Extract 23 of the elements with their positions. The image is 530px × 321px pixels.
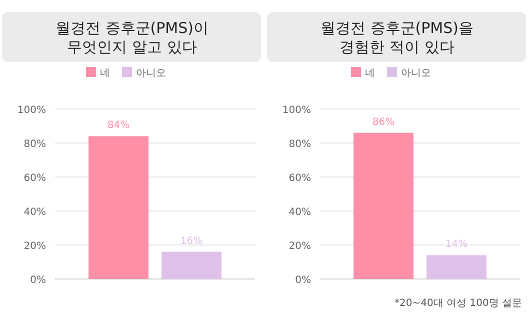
y-tick-label: 60% xyxy=(288,173,311,184)
y-tick-label: 20% xyxy=(288,241,311,252)
y-tick-label: 60% xyxy=(24,173,46,184)
data-label: 84% xyxy=(107,120,130,132)
y-tick-label: 80% xyxy=(288,139,311,150)
y-tick-label: 40% xyxy=(288,207,311,218)
y-tick-label: 40% xyxy=(24,207,46,218)
legend-label: 아니오 xyxy=(136,68,166,79)
y-tick-label: 0% xyxy=(30,275,46,286)
y-tick-label: 20% xyxy=(24,241,46,252)
y-tick-label: 80% xyxy=(24,139,46,150)
data-label: 16% xyxy=(180,236,203,247)
data-label: 86% xyxy=(372,116,395,128)
legend-label: 네 xyxy=(365,68,375,79)
text: *20~40대 여성 100명 설문 xyxy=(394,298,522,309)
y-tick-label: 100% xyxy=(17,105,46,116)
data-label: 14% xyxy=(445,239,468,250)
chart-title: 월경전 증후군(PMS)을 경험한 적이 있다 xyxy=(320,19,474,56)
y-tick-label: 0% xyxy=(295,275,311,286)
legend-label: 아니오 xyxy=(401,68,431,79)
legend-label: 네 xyxy=(100,68,110,79)
chart-title: 월경전 증후군(PMS)이 무엇인지 알고 있다 xyxy=(56,19,208,56)
y-tick-label: 100% xyxy=(282,105,311,116)
